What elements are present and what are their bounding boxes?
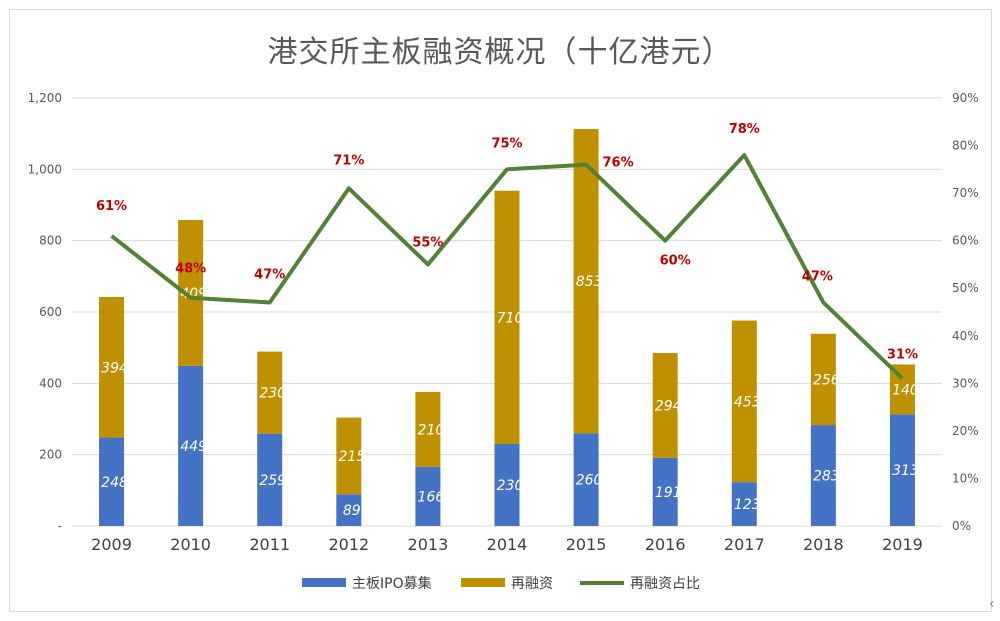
bar-refinancing-2016 bbox=[652, 353, 678, 458]
data-label-ipo: 230 bbox=[497, 478, 524, 494]
bar-ipo-2010 bbox=[178, 365, 204, 526]
bar-refinancing-2015 bbox=[573, 129, 599, 434]
bar-ipo-2015 bbox=[573, 433, 599, 526]
x-tick-label: 2019 bbox=[882, 535, 923, 554]
y-left-tick-label: 800 bbox=[39, 234, 62, 248]
bar-ipo-2009 bbox=[99, 437, 125, 526]
data-label-refinancing: 710 bbox=[497, 310, 524, 326]
legend-swatch-refinancing bbox=[461, 578, 505, 587]
x-tick-label: 2012 bbox=[328, 535, 369, 554]
bar-refinancing-2012 bbox=[336, 417, 362, 495]
bar-ipo-2017 bbox=[731, 482, 757, 526]
line-refinancing-ratio bbox=[110, 153, 904, 381]
y-right-tick-label: 80% bbox=[952, 139, 979, 153]
bar-refinancing-2018 bbox=[810, 333, 836, 426]
data-label-ratio: 55% bbox=[412, 235, 443, 250]
bar-refinancing-2014 bbox=[494, 190, 520, 444]
y-left-tick-label: - bbox=[58, 519, 62, 533]
x-tick-label: 2016 bbox=[645, 535, 686, 554]
data-label-ratio: 61% bbox=[96, 199, 127, 214]
bar-refinancing-2009 bbox=[99, 297, 125, 438]
bar-ipo-2011 bbox=[257, 433, 283, 526]
bar-refinancing-2013 bbox=[415, 391, 441, 467]
bar-ipo-2014 bbox=[494, 443, 520, 526]
data-label-ratio: 47% bbox=[802, 269, 833, 284]
y-right-tick-label: 50% bbox=[952, 281, 979, 295]
x-tick-label: 2010 bbox=[170, 535, 211, 554]
y-left-tick-label: 400 bbox=[39, 376, 62, 390]
y-right-tick-label: 60% bbox=[952, 234, 979, 248]
data-label-ipo: 260 bbox=[576, 473, 603, 489]
legend-label: 主板IPO募集 bbox=[352, 575, 432, 592]
data-label-refinancing: 294 bbox=[655, 398, 682, 414]
legend-label: 再融资 bbox=[511, 576, 553, 592]
data-label-refinancing: 256 bbox=[813, 372, 840, 388]
chart-title: 港交所主板融资概况（十亿港元） bbox=[267, 35, 733, 70]
data-label-ratio: 48% bbox=[175, 262, 206, 277]
data-label-refinancing: 453 bbox=[734, 394, 761, 410]
bar-ipo-2012 bbox=[336, 494, 362, 526]
y-left-tick-label: 1,200 bbox=[28, 91, 62, 105]
bar-refinancing-2011 bbox=[257, 351, 283, 434]
y-right-tick-label: 90% bbox=[952, 91, 979, 105]
data-label-ratio: 78% bbox=[729, 122, 760, 137]
x-tick-label: 2015 bbox=[566, 535, 607, 554]
y-right-tick-label: 70% bbox=[952, 186, 979, 200]
y-left-tick-label: 1,000 bbox=[28, 162, 62, 176]
x-tick-label: 2009 bbox=[91, 535, 132, 554]
arrow-left-icon: ‹ bbox=[989, 596, 995, 612]
data-label-ipo: 191 bbox=[655, 485, 682, 501]
data-label-ratio: 75% bbox=[491, 136, 522, 151]
y-right-tick-label: 10% bbox=[952, 471, 979, 485]
legend-swatch-ipo bbox=[302, 578, 346, 587]
bar-ipo-2019 bbox=[889, 414, 915, 526]
x-tick-label: 2018 bbox=[803, 535, 844, 554]
data-label-refinancing: 394 bbox=[101, 360, 128, 376]
data-label-ipo: 283 bbox=[813, 469, 840, 485]
y-right-tick-label: 0% bbox=[952, 519, 971, 533]
data-label-ipo: 89 bbox=[343, 503, 361, 519]
data-label-refinancing: 140 bbox=[892, 382, 919, 398]
data-label-ratio: 47% bbox=[254, 267, 285, 282]
data-label-ratio: 31% bbox=[887, 348, 918, 363]
y-left-tick-label: 200 bbox=[39, 448, 62, 462]
data-label-refinancing: 210 bbox=[418, 422, 445, 438]
y-right-tick-label: 40% bbox=[952, 329, 979, 343]
data-label-ipo: 123 bbox=[734, 497, 761, 513]
bar-ipo-2016 bbox=[652, 457, 678, 526]
data-label-ipo: 166 bbox=[418, 489, 445, 505]
data-label-ratio: 71% bbox=[333, 153, 364, 168]
legend-label: 再融资占比 bbox=[630, 576, 700, 592]
x-tick-label: 2013 bbox=[408, 535, 449, 554]
y-right-tick-label: 30% bbox=[952, 376, 979, 390]
data-label-refinancing: 230 bbox=[259, 386, 286, 402]
data-label-ipo: 259 bbox=[259, 473, 286, 489]
data-label-ratio: 76% bbox=[603, 156, 634, 171]
data-label-ratio: 60% bbox=[660, 254, 691, 269]
bar-ipo-2013 bbox=[415, 466, 441, 526]
data-label-ipo: 313 bbox=[892, 463, 919, 479]
x-tick-label: 2014 bbox=[487, 535, 528, 554]
bar-ipo-2018 bbox=[810, 425, 836, 526]
x-tick-label: 2011 bbox=[249, 535, 290, 554]
bar-refinancing-2017 bbox=[731, 320, 757, 483]
x-tick-label: 2017 bbox=[724, 535, 765, 554]
y-right-tick-label: 20% bbox=[952, 424, 979, 438]
data-label-ipo: 248 bbox=[101, 475, 128, 491]
y-left-tick-label: 600 bbox=[39, 305, 62, 319]
data-label-refinancing: 853 bbox=[576, 274, 603, 290]
data-label-ipo: 449 bbox=[180, 439, 207, 455]
data-label-refinancing: 215 bbox=[338, 449, 365, 465]
